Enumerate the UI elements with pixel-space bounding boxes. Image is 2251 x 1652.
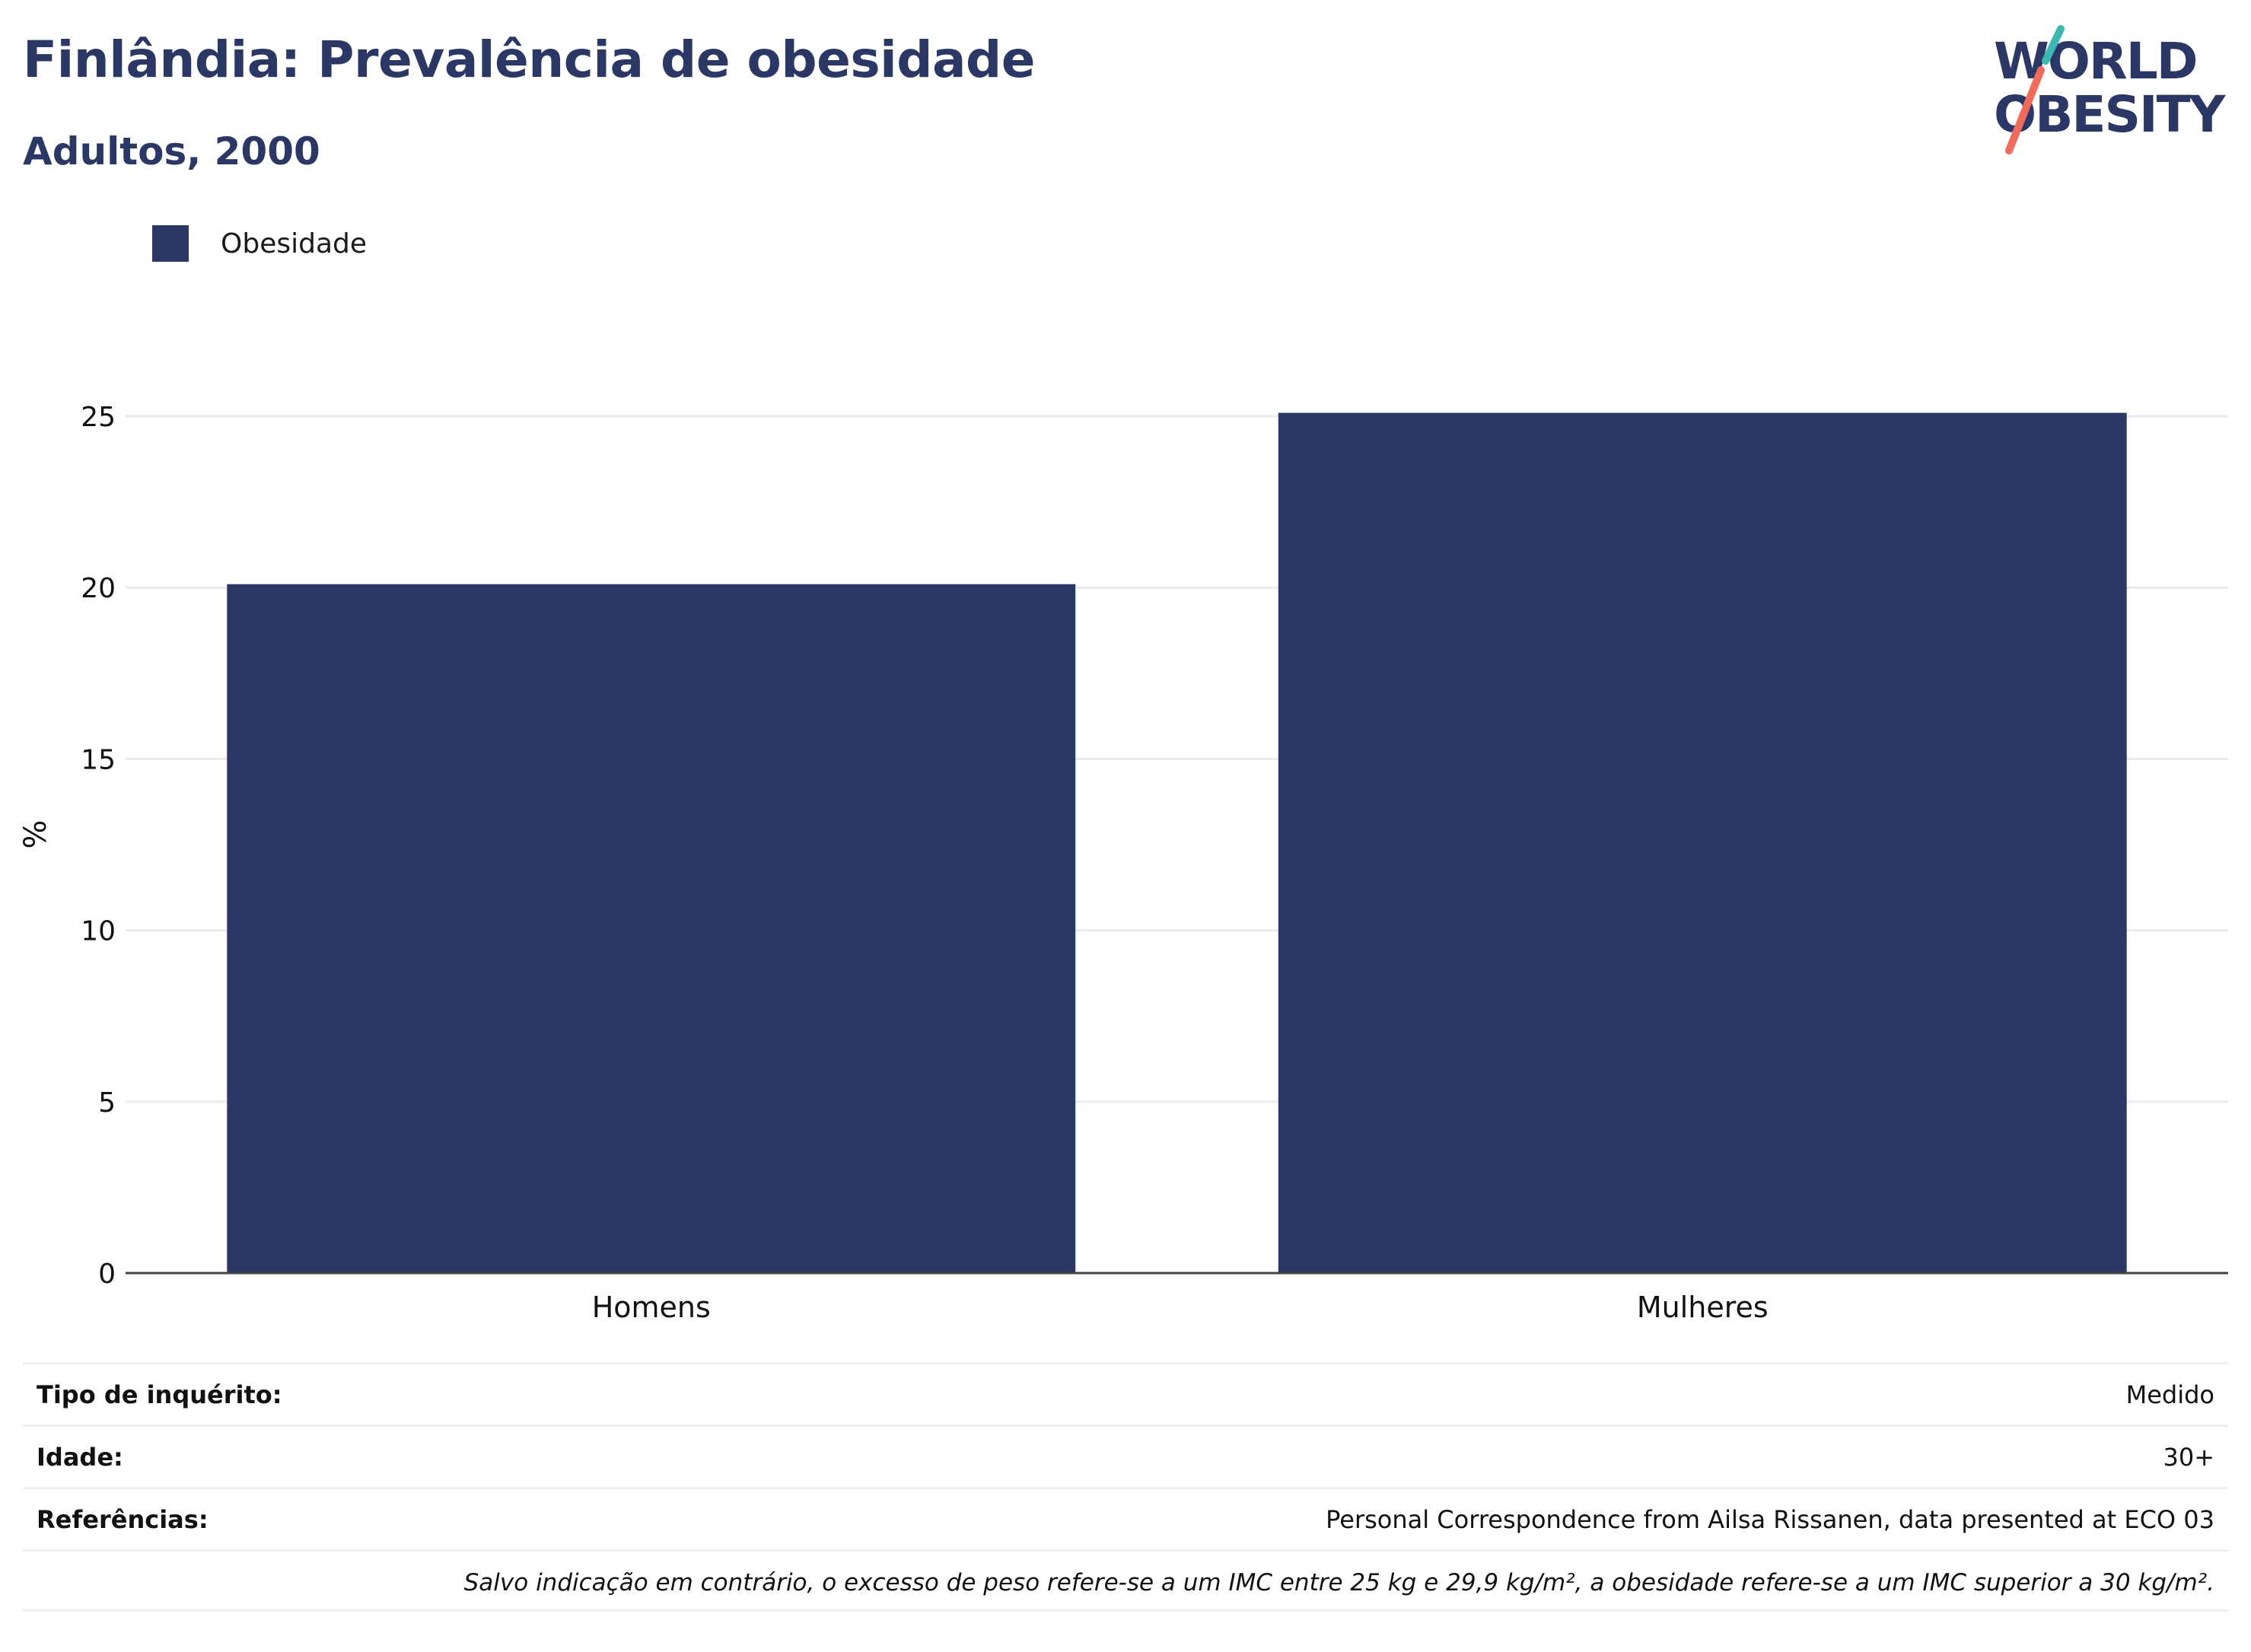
y-axis-ticks: 0 5 10 15 20 25 xyxy=(81,402,116,1290)
y-tick-label: 0 xyxy=(98,1259,116,1290)
info-label: Idade: xyxy=(37,1442,123,1472)
logo-text-world: WORLD xyxy=(1994,32,2197,91)
y-tick-label: 10 xyxy=(81,916,116,947)
info-label: Referências: xyxy=(37,1504,209,1534)
info-row-references: Referências: Personal Correspondence fro… xyxy=(23,1487,2228,1549)
info-value: Personal Correspondence from Ailsa Rissa… xyxy=(1326,1504,2214,1534)
info-row-age: Idade: 30+ xyxy=(23,1424,2228,1487)
info-value: 30+ xyxy=(2163,1442,2214,1472)
bars-group xyxy=(227,412,2127,1273)
info-row-survey-type: Tipo de inquérito: Medido xyxy=(23,1362,2228,1424)
legend-label-obesidade: Obesidade xyxy=(221,228,368,259)
x-axis-ticks: Homens Mulheres xyxy=(126,1272,2228,1324)
info-label: Tipo de inquérito: xyxy=(37,1380,282,1409)
definition-note: Salvo indicação em contrário, o excesso … xyxy=(23,1549,2228,1612)
x-tick-label: Homens xyxy=(592,1291,711,1324)
chart-legend: Obesidade xyxy=(152,225,367,262)
info-table: Tipo de inquérito: Medido Idade: 30+ Ref… xyxy=(23,1362,2228,1612)
logo-slash-bottom xyxy=(2005,66,2045,154)
bar-homens xyxy=(227,584,1076,1273)
y-tick-label: 5 xyxy=(98,1087,116,1119)
y-tick-label: 20 xyxy=(81,573,116,604)
chart-title: Finlândia: Prevalência de obesidade xyxy=(23,30,1036,89)
world-obesity-logo: WORLD OBESITY xyxy=(1994,25,2228,154)
chart-subtitle: Adultos, 2000 xyxy=(23,129,320,173)
y-tick-label: 15 xyxy=(81,744,116,775)
y-axis-label: % xyxy=(18,820,53,848)
y-tick-label: 25 xyxy=(81,402,116,433)
logo-slash-top xyxy=(2042,25,2065,65)
info-value: Medido xyxy=(2125,1380,2214,1409)
x-tick-label: Mulheres xyxy=(1637,1291,1769,1324)
bar-chart: 0 5 10 15 20 25 Homens Mulheres % xyxy=(18,402,2228,1324)
bar-mulheres xyxy=(1278,412,2127,1273)
legend-swatch-obesidade xyxy=(152,225,189,262)
